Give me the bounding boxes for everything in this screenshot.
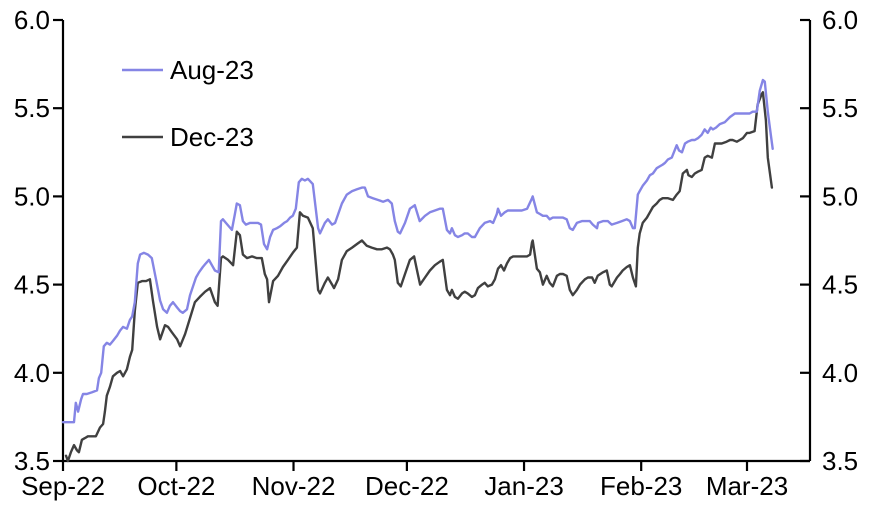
y-axis-label-right-6.0: 6.0: [822, 5, 858, 35]
y-axis-label-left-5.0: 5.0: [14, 181, 50, 211]
chart-series-lines: [61, 78, 774, 463]
x-axis-label-Sep-22: Sep-22: [21, 471, 105, 501]
y-axis-label-right-4.5: 4.5: [822, 270, 858, 300]
legend-label-aug-23: Aug-23: [170, 55, 254, 85]
series-line-aug-23: [61, 78, 774, 424]
series-line-dec-23: [64, 91, 774, 463]
chart-axes: 3.5 3.5 4.0 4.0 4.5 4.5 5.0 5.0 5.5 5.5 6.0 6.0 Sep-…: [14, 5, 858, 501]
legend-label-dec-23: Dec-23: [170, 122, 254, 152]
y-axis-label-left-3.5: 3.5: [14, 446, 50, 476]
legend-item-dec-23: Dec-23: [122, 122, 254, 152]
x-axis-label-Jan-23: Jan-23: [484, 471, 564, 501]
legend-item-aug-23: Aug-23: [122, 55, 254, 85]
y-axis-label-left-4.5: 4.5: [14, 270, 50, 300]
x-axis-label-Mar-23: Mar-23: [706, 471, 788, 501]
y-axis-label-left-5.5: 5.5: [14, 93, 50, 123]
x-axis-label-Oct-22: Oct-22: [137, 471, 215, 501]
x-axis-label-Dec-22: Dec-22: [365, 471, 449, 501]
y-axis-label-right-5.0: 5.0: [822, 181, 858, 211]
y-axis-label-right-5.5: 5.5: [822, 93, 858, 123]
chart-legend: Aug-23 Dec-23: [122, 55, 254, 152]
y-axis-label-right-4.0: 4.0: [822, 358, 858, 388]
x-axis-label-Nov-22: Nov-22: [252, 471, 336, 501]
x-axis-label-Feb-23: Feb-23: [600, 471, 682, 501]
y-axis-label-left-6.0: 6.0: [14, 5, 50, 35]
y-axis-label-left-4.0: 4.0: [14, 358, 50, 388]
y-axis-label-right-3.5: 3.5: [822, 446, 858, 476]
